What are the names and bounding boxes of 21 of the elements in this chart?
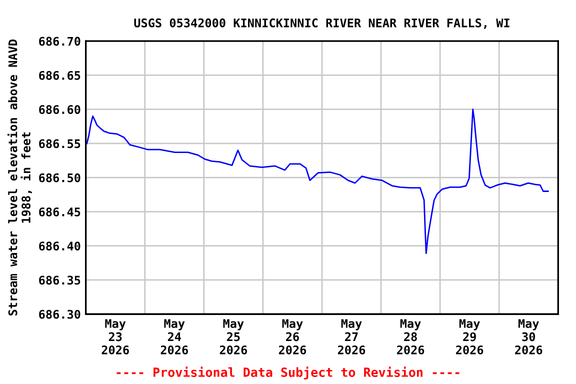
y-tick-label: 686.35 xyxy=(39,276,80,285)
x-tick-label: May 28 2026 xyxy=(396,319,424,354)
x-tick-label: May 24 2026 xyxy=(160,319,188,354)
y-tick-label: 686.60 xyxy=(39,105,80,114)
x-tick-label: May 25 2026 xyxy=(220,319,247,354)
x-tick-label: May 27 2026 xyxy=(338,319,366,354)
chart-title: USGS 05342000 KINNICKINNIC RIVER NEAR RIVER FALLS, WI xyxy=(134,18,510,29)
y-axis-title: Stream water level elevation above NAVD 1988, in feet xyxy=(7,40,32,316)
y-tick-label: 686.70 xyxy=(39,36,80,46)
x-tick-label: May 30 2026 xyxy=(515,319,542,354)
y-tick-label: 686.65 xyxy=(39,70,80,80)
y-tick-label: 686.45 xyxy=(39,207,80,216)
x-tick-label: May 26 2026 xyxy=(278,319,306,354)
text: ---- Provisional Data Subject to Revision ---- xyxy=(116,366,460,380)
y-tick-label: 686.50 xyxy=(39,173,80,182)
y-tick-label: 686.30 xyxy=(39,310,80,319)
x-tick-label: May 23 2026 xyxy=(102,319,129,354)
x-tick-label: May 29 2026 xyxy=(456,319,484,354)
y-tick-label: 686.55 xyxy=(39,139,80,148)
line-series xyxy=(86,108,549,254)
y-tick-label: 686.40 xyxy=(39,242,80,251)
